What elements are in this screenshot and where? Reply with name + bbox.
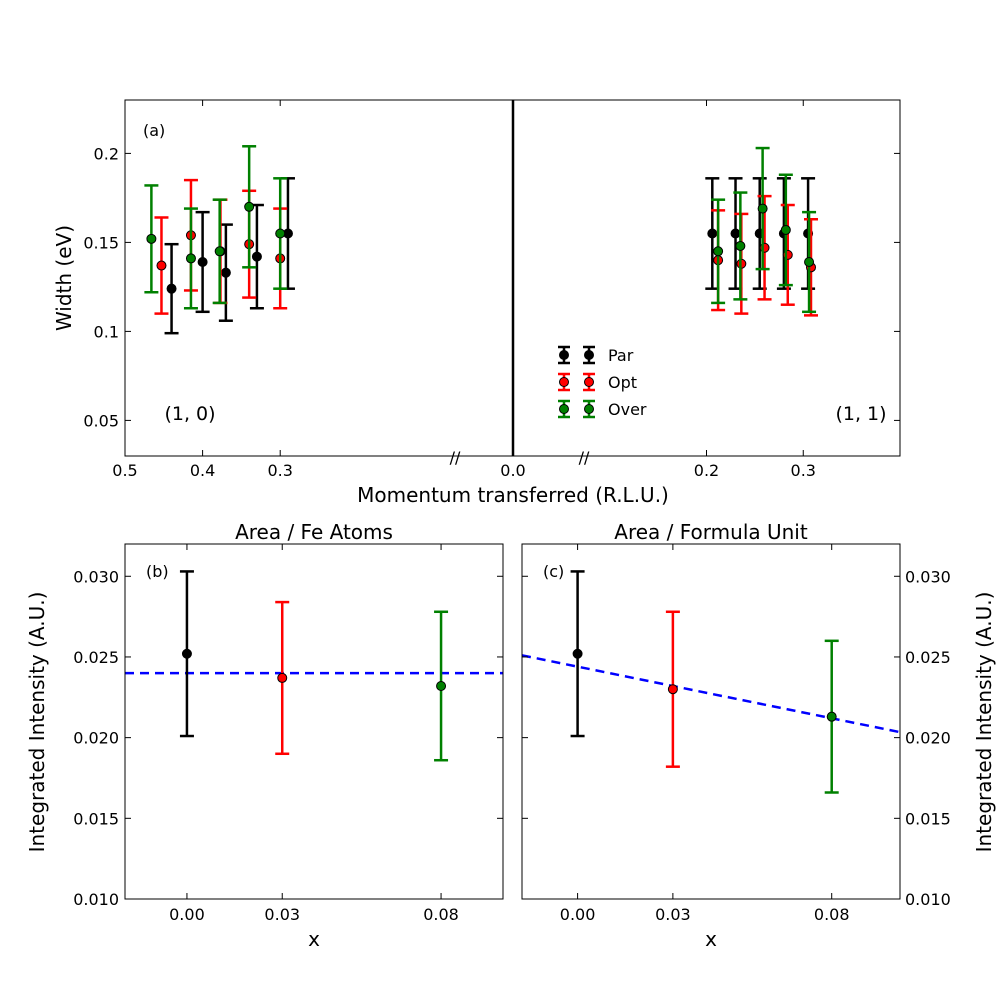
series-opt-left-point-1-marker [156, 260, 167, 271]
panel-b-point-1-marker [181, 648, 192, 659]
panel-c-axes: 0.010 0.015 0.020 0.025 0.030 0.00 0.03 0.08 [522, 544, 951, 924]
panel-a-ylabel: Width (eV) [52, 225, 76, 331]
panel-a-ytick-label: 0.1 [94, 322, 119, 341]
panel-c-ytick-label: 0.015 [905, 809, 951, 828]
annotation-1-1: (1, 1) [835, 403, 886, 425]
panel-c-ytick-label: 0.010 [905, 890, 951, 909]
series-over-right-point-4-marker [780, 224, 791, 235]
panel-b-marks [125, 570, 503, 762]
annotation-1-0: (1, 0) [164, 403, 215, 425]
panel-c-xlabel: x [705, 927, 717, 951]
legend-opt-handle-1-marker [559, 377, 569, 387]
series-par-left-point-1-marker [166, 283, 177, 294]
panel-b-ytick-label: 0.015 [73, 809, 119, 828]
series-over-left-point-5-marker [275, 228, 286, 239]
panel-a-ytick-label: 0.15 [83, 233, 119, 252]
series-over-right-point-1-marker [713, 246, 724, 257]
axis-break-right: // [579, 448, 590, 467]
panel-c-xtick-label: 0.03 [655, 905, 691, 924]
series-over-left-point-4-marker [244, 201, 255, 212]
series-over-right-point-5-marker [804, 256, 815, 267]
panel-c-xtick-label: 0.08 [814, 905, 850, 924]
panel-b-xtick-label: 0.00 [169, 905, 205, 924]
legend-par-handle-1-marker [559, 350, 569, 360]
series-over-right-point-2-marker [735, 240, 746, 251]
panel-c-point-3-marker [826, 711, 837, 722]
panel-c-xtick-label: 0.00 [560, 905, 596, 924]
panel-b-ytick-label: 0.020 [73, 729, 119, 748]
series-par-left-point-4-marker [251, 251, 262, 262]
panel-b-frame [124, 543, 504, 900]
axis-break-left: // [450, 448, 461, 467]
panel-a-frame [124, 99, 901, 457]
panel-b-ytick-label: 0.010 [73, 890, 119, 909]
panel-b-title: Area / Fe Atoms [235, 520, 393, 544]
panel-a-xtick-label: 0.5 [112, 461, 137, 480]
panel-c-ytick-label: 0.030 [905, 567, 951, 586]
series-par-right-point-1-marker [707, 228, 718, 239]
panel-b: Area / Fe Atoms 0.010 0.015 0.020 0.025 0.03… [25, 520, 504, 951]
series-par-right-point-2-marker [730, 228, 741, 239]
panel-c-frame [521, 543, 901, 900]
panel-b-xlabel: x [308, 927, 320, 951]
panel-b-xtick-label: 0.08 [423, 905, 459, 924]
panel-b-xtick-label: 0.03 [264, 905, 300, 924]
legend: Par Opt Over [558, 345, 647, 419]
panel-b-point-2-marker [277, 672, 288, 683]
panel-c-ytick-label: 0.025 [905, 648, 951, 667]
legend-opt-handle-2-marker [584, 377, 594, 387]
panel-b-ylabel: Integrated Intensity (A.U.) [25, 592, 49, 853]
panel-a-xtick-label: 0.3 [267, 461, 292, 480]
panel-c-point-1-marker [572, 648, 583, 659]
panel-b-label: (b) [146, 562, 169, 581]
panel-b-ytick-label: 0.030 [73, 567, 119, 586]
panel-c-fit-line [521, 654, 901, 734]
panel-a-xtick-label: 0.4 [190, 461, 215, 480]
panel-c-ytick-label: 0.020 [905, 729, 951, 748]
panel-a-ytick-label: 0.05 [83, 411, 119, 430]
panel-b-axes: 0.010 0.015 0.020 0.025 0.030 0.00 0.03 0.08 [73, 544, 503, 924]
panel-a-xtick-label-zero: 0.0 [500, 461, 525, 480]
legend-over-handle-1-marker [559, 404, 569, 414]
series-par-left-point-2-marker [197, 256, 208, 267]
panel-b-point-3-marker [436, 681, 447, 691]
panel-c-ylabel: Integrated Intensity (A.U.) [972, 592, 996, 853]
panel-c: Area / Formula Unit 0.010 0.015 0.020 0.025… [521, 520, 996, 951]
panel-a-xtick-label: 0.2 [694, 461, 719, 480]
panel-c-title: Area / Formula Unit [614, 520, 808, 544]
panel-a-ytick-label: 0.2 [94, 144, 119, 163]
legend-over-handle-2-marker [584, 404, 594, 414]
panel-c-point-2-marker [667, 684, 678, 695]
series-over-left-point-2-marker [185, 253, 196, 264]
series-over-left-point-3-marker [214, 246, 225, 257]
panel-a-xlabel: Momentum transferred (R.L.U.) [357, 483, 669, 507]
legend-label-over: Over [608, 400, 647, 419]
panel-a-marks [144, 145, 818, 335]
legend-label-par: Par [608, 346, 634, 365]
legend-label-opt: Opt [608, 373, 637, 392]
panel-a-axes: 0.05 0.1 0.15 0.2 0.5 0.4 0.3 0.2 0.3 0.0 [83, 100, 900, 480]
panel-a-label: (a) [143, 121, 165, 140]
legend-par-handle-2-marker [584, 350, 594, 360]
series-over-right-point-3-marker [757, 203, 768, 214]
panel-b-ytick-label: 0.025 [73, 648, 119, 667]
panel-c-marks [521, 570, 901, 794]
panel-c-label: (c) [543, 562, 564, 581]
series-over-left-point-1-marker [146, 233, 157, 244]
panel-a: 0.05 0.1 0.15 0.2 0.5 0.4 0.3 0.2 0.3 0.0 (a) (1,… [52, 99, 901, 507]
panel-a-xtick-label: 0.3 [791, 461, 816, 480]
series-par-left-point-3-marker [220, 267, 231, 278]
